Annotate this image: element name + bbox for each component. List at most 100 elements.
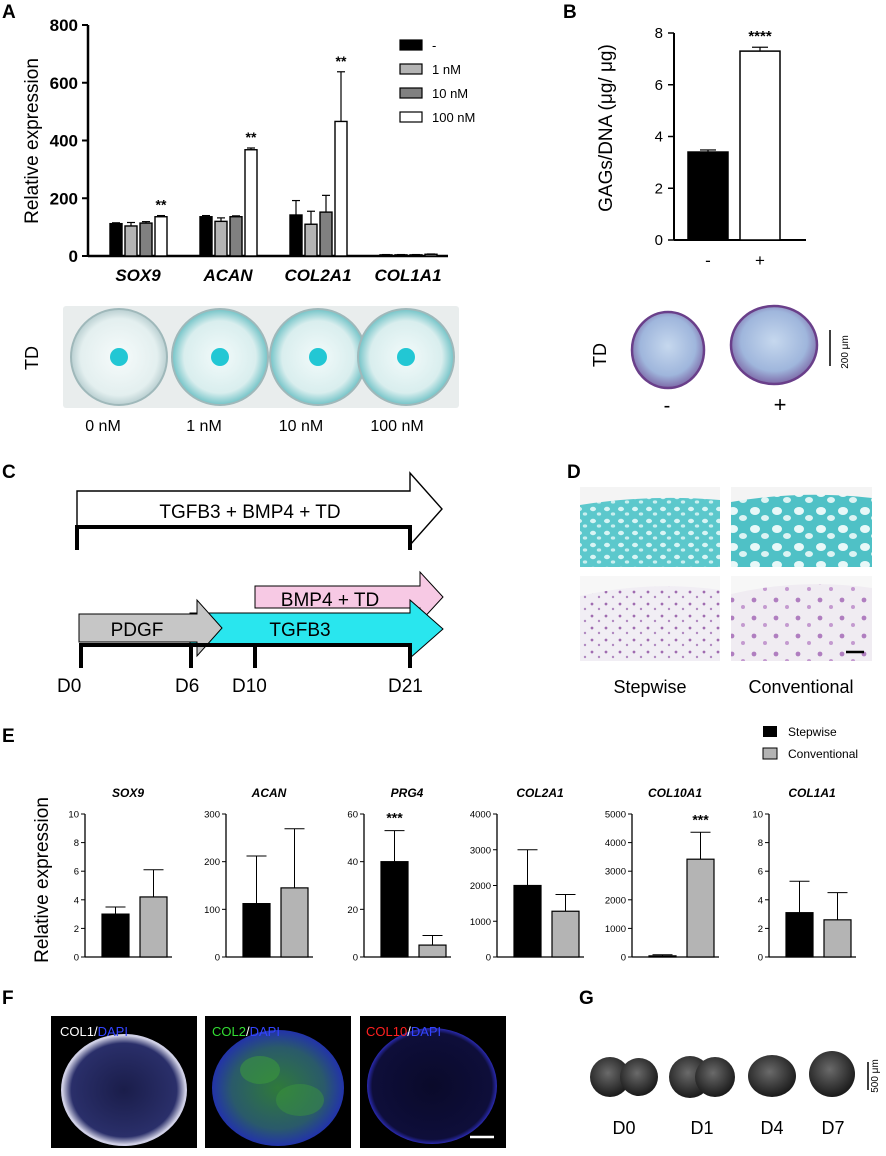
bar [109,222,123,257]
y-tick-label: 4000 [470,810,491,821]
legend-label-stepwise: Stepwise [788,725,837,739]
x-tick-label: SOX9 [115,266,161,285]
pdgf-arrow [78,598,223,658]
td-label-b: TD [590,343,610,367]
panel-label-a: A [2,2,16,23]
y-tick-label: 0 [758,953,763,964]
y-tick-label: 10 [752,810,763,821]
y-tick-label: 0 [215,953,220,964]
y-tick-label: 0 [486,953,491,964]
pellet-label-plus: + [774,392,787,417]
bar [289,214,303,257]
legend-label-conventional: Conventional [788,747,858,761]
y-tick-label: 1000 [470,917,491,928]
spheroid-d7 [809,1051,855,1097]
well-label: 100 nM [370,418,423,435]
if-image-col10 [360,1016,506,1148]
y-tick-label: 4 [758,895,763,906]
y-tick-label: 8 [74,838,79,849]
scale-label-b: 200 μm [840,335,851,369]
bmp4-td-arrow [254,570,444,624]
significance-label: *** [692,811,709,827]
bar [242,903,271,958]
panel-label-g: G [579,988,594,1009]
g-label-d7: D7 [821,1118,844,1138]
legend-swatch [399,111,423,123]
scale-label-g: 500 μm [870,1059,881,1093]
label-stepwise: Stepwise [613,677,686,697]
y-tick-label: 40 [347,857,358,868]
y-tick-label: 10 [68,810,79,821]
legend-label: 10 nM [432,86,468,101]
spheroid-d0 [590,1057,658,1097]
panel-label-e: E [2,726,15,747]
top-arrow-label: TGFB3 + BMP4 + TD [159,502,340,523]
legend-e: Stepwise Conventional [762,725,858,761]
chart-e-sox9: SOX9 0 2 4 6 8 10 [68,786,172,964]
bar [334,120,348,257]
y-tick-label: 2 [74,924,79,935]
x-tick-label: - [705,251,711,270]
y-tick-label: 6 [74,867,79,878]
if-label-col1: COL1/DAPI [60,1024,128,1039]
td-label-a: TD [22,346,42,370]
panel-e-ylabel: Relative expression [32,797,53,963]
bar [214,220,228,257]
histology-conventional-alcian [731,487,872,567]
bar [418,944,447,958]
y-tick-label: 2 [655,180,663,197]
bmp4-td-label: BMP4 + TD [281,590,379,611]
y-tick-label: 0 [655,232,663,249]
bar [686,858,715,958]
panel-label-d: D [567,462,581,483]
well-plate-photo [63,306,459,408]
legend-swatch-stepwise [763,726,777,737]
day-label-d6: D6 [175,676,199,697]
significance-label: *** [386,810,403,826]
bar [304,223,318,257]
legend-swatch [399,39,423,51]
spheroid-d1 [669,1056,735,1098]
bar [229,216,243,257]
g-label-d4: D4 [760,1118,783,1138]
timeline [79,643,412,668]
y-tick-label: 2000 [470,881,491,892]
y-tick-label: 60 [347,810,358,821]
bar [394,254,408,257]
significance-label: ** [336,53,347,69]
y-tick-label: 4 [655,129,663,146]
x-tick-label: + [755,251,765,270]
y-tick-label: 20 [347,905,358,916]
legend-swatch [399,87,423,99]
significance-label: ** [246,129,257,145]
y-tick-label: 3000 [470,845,491,856]
y-tick-label: 200 [204,857,220,868]
tgfb3-label: TGFB3 [269,620,330,641]
legend-label: 100 nM [432,110,475,125]
day-label-d21: D21 [388,676,423,697]
axis-label-y: Relative expression [22,58,43,224]
y-tick-label: 6 [758,867,763,878]
top-timeline-bracket [75,525,412,550]
pellet-spot [211,348,229,366]
well-label: 10 nM [279,418,323,435]
day-label-d0: D0 [57,676,81,697]
bar [101,913,130,958]
label-conventional: Conventional [748,677,853,697]
bar [124,225,138,257]
chart-e-col10a1: COL10A1 0 1000 2000 3000 4000 5000 *** [605,786,719,964]
y-tick-label: 0 [621,953,626,964]
chart-e-prg4: PRG4 0 20 40 60 *** [347,786,451,964]
if-label-col2: COL2/DAPI [212,1024,280,1039]
y-tick-label: 100 [204,905,220,916]
y-tick-label: 300 [204,810,220,821]
chart-title: ACAN [251,786,287,800]
pellet-spot [397,348,415,366]
y-tick-label: 0 [353,953,358,964]
if-label-col10: COL10/DAPI [366,1024,441,1039]
panel-label-b: B [563,2,577,23]
bar [687,151,729,241]
bar [409,254,423,257]
bar [280,887,309,958]
